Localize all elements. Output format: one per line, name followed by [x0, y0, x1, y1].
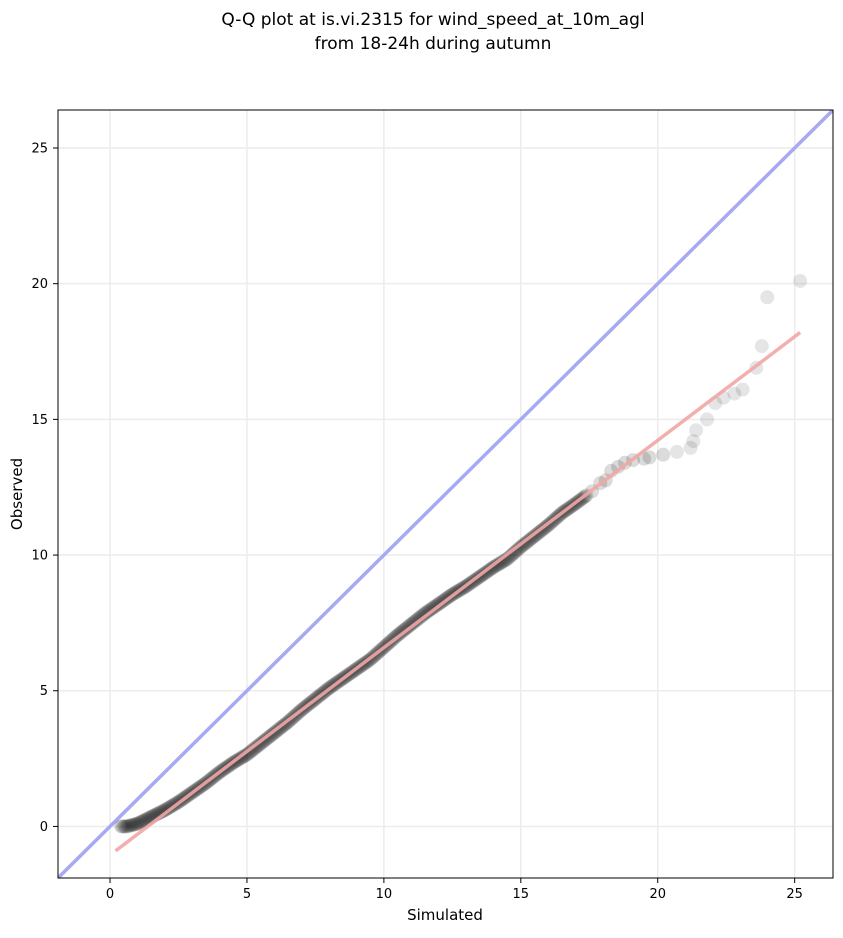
data-point: [686, 434, 701, 449]
data-point: [134, 814, 149, 829]
y-tick-label: 0: [40, 820, 48, 835]
data-point: [117, 819, 132, 834]
data-point: [414, 609, 429, 624]
data-point: [125, 817, 140, 832]
data-point: [156, 803, 171, 818]
data-point: [128, 817, 143, 832]
data-point: [115, 819, 130, 834]
data-point: [508, 544, 523, 559]
data-point: [507, 545, 522, 560]
x-tick-label: 15: [513, 887, 530, 902]
data-point: [124, 818, 139, 833]
data-point: [492, 556, 507, 571]
data-point: [158, 802, 173, 817]
data-point: [491, 557, 506, 572]
data-point: [416, 607, 431, 622]
data-point: [132, 815, 147, 830]
x-tick-label: 0: [106, 887, 114, 902]
chart-title-line-2: from 18-24h during autumn: [315, 34, 552, 54]
data-point: [159, 802, 174, 817]
data-point: [415, 608, 430, 623]
y-axis-ticks: 0 5 10 15 20 25: [31, 141, 58, 835]
data-point: [131, 816, 146, 831]
data-point: [119, 819, 134, 834]
data-point: [656, 447, 671, 462]
data-point: [118, 819, 133, 834]
y-tick-label: 15: [31, 413, 48, 428]
y-axis-label: Observed: [8, 458, 26, 530]
y-tick-label: 20: [31, 277, 48, 292]
data-point: [239, 747, 254, 762]
data-point: [243, 745, 258, 760]
x-axis-label: Simulated: [407, 906, 483, 924]
data-point: [490, 557, 505, 572]
chart-title-line-1: Q-Q plot at is.vi.2315 for wind_speed_at…: [221, 10, 644, 30]
data-point: [735, 382, 750, 397]
data-point: [683, 440, 698, 455]
data-point: [727, 386, 742, 401]
data-point: [760, 290, 775, 305]
data-point: [506, 546, 521, 561]
data-point: [242, 745, 257, 760]
data-point: [240, 746, 255, 761]
data-point: [754, 339, 769, 354]
data-point: [417, 606, 432, 621]
data-point: [120, 819, 135, 834]
data-point: [689, 423, 704, 438]
data-point: [793, 273, 808, 288]
data-point: [122, 818, 137, 833]
data-point: [116, 819, 131, 834]
y-tick-label: 25: [31, 141, 48, 156]
data-point: [130, 816, 145, 831]
data-point: [511, 542, 526, 557]
identity-reference-line: [58, 110, 833, 878]
grid-lines: [58, 110, 833, 878]
data-point: [700, 412, 715, 427]
x-tick-label: 10: [376, 887, 393, 902]
data-point: [512, 541, 527, 556]
data-point: [418, 605, 433, 620]
x-tick-label: 20: [649, 887, 666, 902]
data-point: [669, 444, 684, 459]
y-tick-label: 5: [40, 684, 48, 699]
data-point: [129, 817, 144, 832]
x-tick-label: 25: [786, 887, 803, 902]
data-point: [136, 813, 151, 828]
data-point: [611, 459, 626, 474]
data-point: [493, 555, 508, 570]
data-point: [127, 817, 142, 832]
data-point: [135, 814, 150, 829]
plot-marks: [58, 110, 833, 878]
x-tick-label: 5: [243, 887, 251, 902]
data-point: [137, 813, 152, 828]
fit-line: [114, 331, 802, 853]
y-tick-label: 10: [31, 549, 48, 564]
data-point: [123, 818, 138, 833]
data-point: [642, 450, 657, 465]
plot-frame: [57, 109, 834, 879]
data-point: [121, 818, 136, 833]
x-axis-ticks: 0 5 10 15 20 25: [106, 878, 803, 902]
data-point: [113, 819, 128, 834]
data-point: [157, 803, 172, 818]
data-point: [133, 815, 148, 830]
data-point: [494, 555, 509, 570]
data-point: [510, 543, 525, 558]
data-points: [113, 273, 808, 834]
